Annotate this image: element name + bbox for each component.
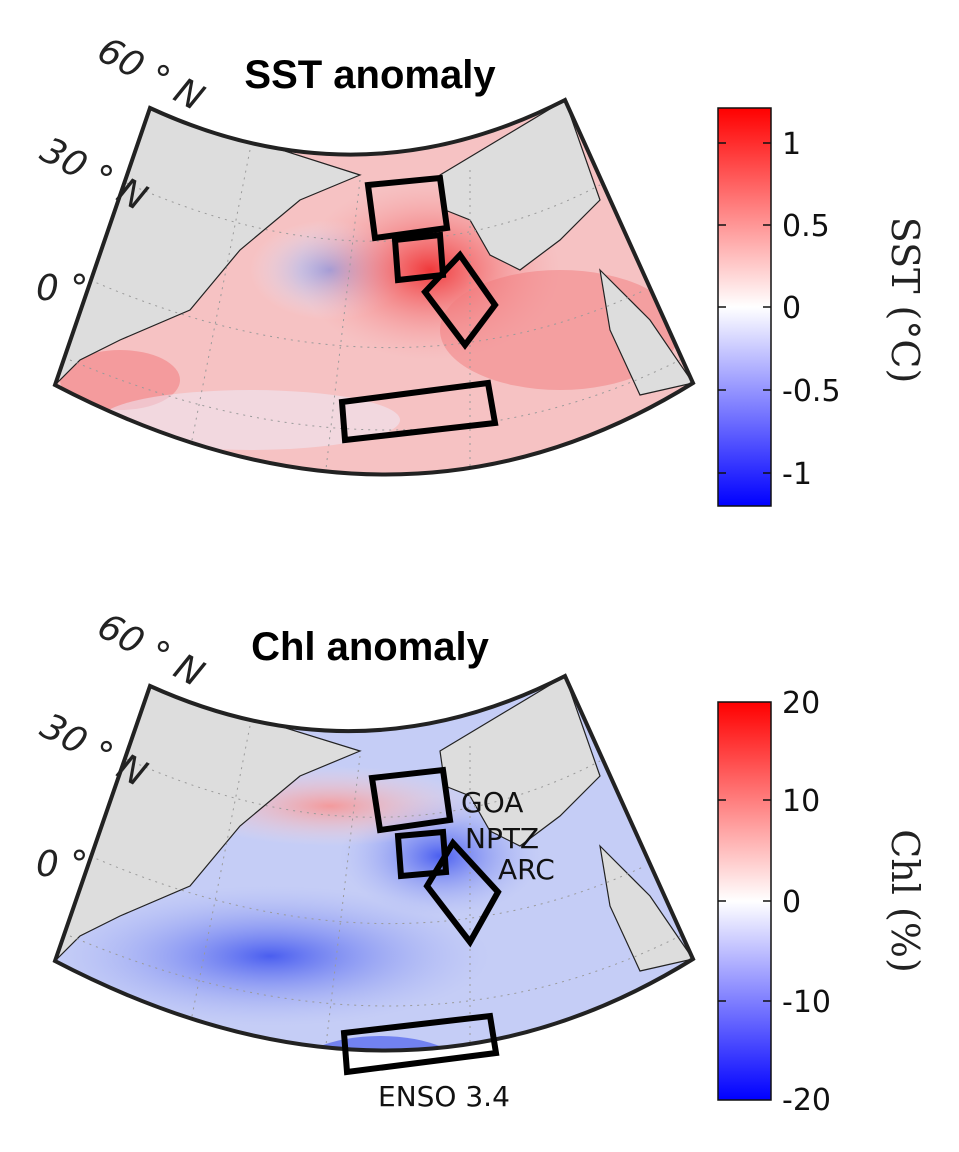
nptz-box (394, 828, 450, 880)
lat-label-30n: 30 ° N (34, 706, 154, 796)
map-frame (52, 97, 696, 477)
map-frame (52, 673, 696, 1053)
south-america-landmass (599, 268, 693, 396)
colorbar-label: Chl (%) (883, 829, 927, 973)
colorbar-tick: -1 (782, 457, 812, 492)
enso34-box (340, 1012, 500, 1076)
chl-map-figure: Chl anomaly (34, 606, 927, 1118)
region-label-goa: GOA (461, 786, 523, 819)
asia-landmass (55, 685, 362, 962)
north-america-landmass (439, 100, 601, 271)
sst-map-panel: SST anomaly (34, 30, 927, 507)
region-label-arc: ARC (498, 853, 555, 886)
chl-map-panel: Chl anomaly (0, 576, 959, 1152)
colorbar-tick: 0 (782, 885, 801, 920)
colorbar-tick: 20 (782, 686, 820, 721)
colorbar-tick: -20 (782, 1083, 831, 1118)
map-area: GOA NPTZ ARC ENSO 3.4 (52, 673, 696, 1113)
colorbar: 1 0.5 0 -0.5 -1 SST (°C) (717, 107, 927, 507)
enso34-box (338, 379, 499, 444)
map-title: SST anomaly (244, 53, 496, 97)
map-area (52, 97, 696, 477)
colorbar-tick: 0 (782, 291, 801, 326)
colorbar-tick: 1 (782, 127, 801, 162)
lat-label-60n: 60 ° N (91, 606, 211, 696)
lat-label-0: 0 ° (36, 268, 88, 309)
colorbar-tick: -10 (782, 985, 831, 1020)
colorbar-tick: 0.5 (782, 209, 830, 244)
north-america-landmass (439, 676, 601, 847)
arc-box (421, 250, 499, 350)
goa-box (364, 174, 451, 242)
low-chl-anomaly (55, 886, 490, 1026)
region-label-enso34: ENSO 3.4 (378, 1080, 510, 1113)
sst-map-figure: SST anomaly (34, 30, 927, 507)
colorbar-tick: 10 (782, 784, 820, 819)
region-label-nptz: NPTZ (465, 822, 539, 855)
colorbar-tick: -0.5 (782, 374, 841, 409)
arc-box (423, 838, 502, 948)
goa-box (368, 766, 454, 834)
south-america-landmass (599, 844, 693, 972)
asia-landmass (55, 107, 362, 386)
lat-label-60n: 60 ° N (91, 30, 211, 120)
colorbar-label: SST (°C) (883, 217, 927, 384)
map-title: Chl anomaly (251, 625, 490, 669)
lat-label-30n: 30 ° N (34, 130, 154, 220)
colorbar: 20 10 0 -10 -20 Chl (%) (717, 686, 927, 1118)
lat-label-0: 0 ° (36, 844, 88, 885)
